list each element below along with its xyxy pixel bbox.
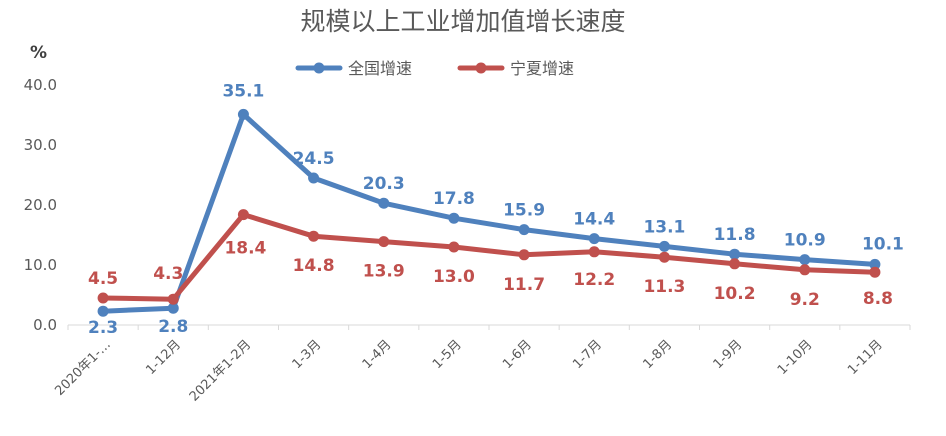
data-point bbox=[308, 230, 320, 242]
data-label: 15.9 bbox=[503, 201, 545, 221]
data-label: 9.2 bbox=[790, 290, 820, 310]
data-label: 18.4 bbox=[224, 239, 266, 259]
legend: 全国增速 宁夏增速 bbox=[295, 59, 574, 78]
legend-swatch-marker bbox=[313, 62, 325, 74]
data-label: 14.4 bbox=[573, 210, 615, 230]
y-tick-label: 10.0 bbox=[24, 256, 57, 274]
x-tick-label: 1-12月 bbox=[143, 337, 184, 378]
data-point bbox=[308, 172, 320, 184]
data-label: 13.9 bbox=[363, 262, 405, 282]
y-tick-label: 30.0 bbox=[24, 136, 57, 154]
legend-label: 宁夏增速 bbox=[510, 59, 574, 78]
x-tick-label: 1-8月 bbox=[640, 337, 675, 372]
data-label: 10.2 bbox=[714, 284, 756, 304]
series-group: 2.3 2.8 35.1 24.5 20.3 17.8 15.9 14.4 13.1 11.8 10… bbox=[88, 81, 904, 338]
data-label: 11.3 bbox=[643, 277, 685, 297]
data-label: 35.1 bbox=[222, 81, 264, 101]
data-label: 10.1 bbox=[862, 234, 904, 254]
data-point bbox=[237, 209, 249, 221]
data-label: 10.9 bbox=[784, 231, 826, 251]
y-tick-label: 20.0 bbox=[24, 196, 57, 214]
data-point bbox=[518, 224, 530, 236]
y-tick-label: 40.0 bbox=[24, 76, 57, 94]
data-label: 2.3 bbox=[88, 318, 118, 338]
x-tick-label: 2020年1-… bbox=[52, 337, 114, 399]
data-label: 4.3 bbox=[153, 264, 183, 284]
data-point bbox=[237, 108, 249, 120]
x-tick-label: 2021年1-2月 bbox=[187, 337, 254, 404]
data-label: 12.2 bbox=[573, 270, 615, 290]
data-label: 24.5 bbox=[293, 149, 335, 169]
data-point bbox=[588, 246, 600, 258]
y-axis-unit: % bbox=[30, 43, 47, 63]
legend-swatch-marker bbox=[475, 62, 487, 74]
x-tick-label: 1-3月 bbox=[290, 337, 325, 372]
data-point bbox=[448, 241, 460, 253]
data-label: 17.8 bbox=[433, 189, 475, 209]
data-label: 8.8 bbox=[863, 289, 893, 309]
x-tick-label: 1-4月 bbox=[360, 337, 395, 372]
data-point bbox=[378, 197, 390, 209]
data-point bbox=[97, 292, 109, 304]
data-label: 14.8 bbox=[293, 256, 335, 276]
x-tick-label: 1-5月 bbox=[430, 337, 465, 372]
y-axis: 0.0 10.0 20.0 30.0 40.0 bbox=[24, 76, 57, 334]
y-tick-label: 0.0 bbox=[33, 316, 57, 334]
data-point bbox=[658, 240, 670, 252]
data-label: 2.8 bbox=[158, 317, 188, 337]
data-label: 11.8 bbox=[714, 225, 756, 245]
data-point bbox=[167, 302, 179, 314]
data-label: 13.0 bbox=[433, 267, 475, 287]
data-point bbox=[448, 212, 460, 224]
x-tick-label: 1-10月 bbox=[775, 337, 816, 378]
legend-label: 全国增速 bbox=[348, 59, 412, 78]
data-label: 13.1 bbox=[643, 217, 685, 237]
data-point bbox=[588, 233, 600, 245]
data-point bbox=[799, 264, 811, 276]
x-tick-label: 1-11月 bbox=[845, 337, 886, 378]
data-point bbox=[658, 251, 670, 263]
x-tick-label: 1-7月 bbox=[570, 337, 605, 372]
data-label: 20.3 bbox=[363, 174, 405, 194]
chart-title: 规模以上工业增加值增长速度 bbox=[300, 7, 625, 36]
x-tick-label: 1-6月 bbox=[500, 337, 535, 372]
data-point bbox=[167, 293, 179, 305]
x-tick-label: 1-9月 bbox=[711, 337, 746, 372]
data-point bbox=[869, 266, 881, 278]
series-line-0 bbox=[100, 111, 878, 314]
data-point bbox=[97, 305, 109, 317]
data-point bbox=[869, 258, 881, 270]
data-point bbox=[799, 254, 811, 266]
data-label: 11.7 bbox=[503, 275, 545, 295]
data-point bbox=[378, 236, 390, 248]
series-line-1 bbox=[100, 212, 878, 302]
data-point bbox=[518, 249, 530, 261]
data-point bbox=[729, 258, 741, 270]
data-label: 4.5 bbox=[88, 269, 118, 289]
data-point bbox=[729, 248, 741, 260]
